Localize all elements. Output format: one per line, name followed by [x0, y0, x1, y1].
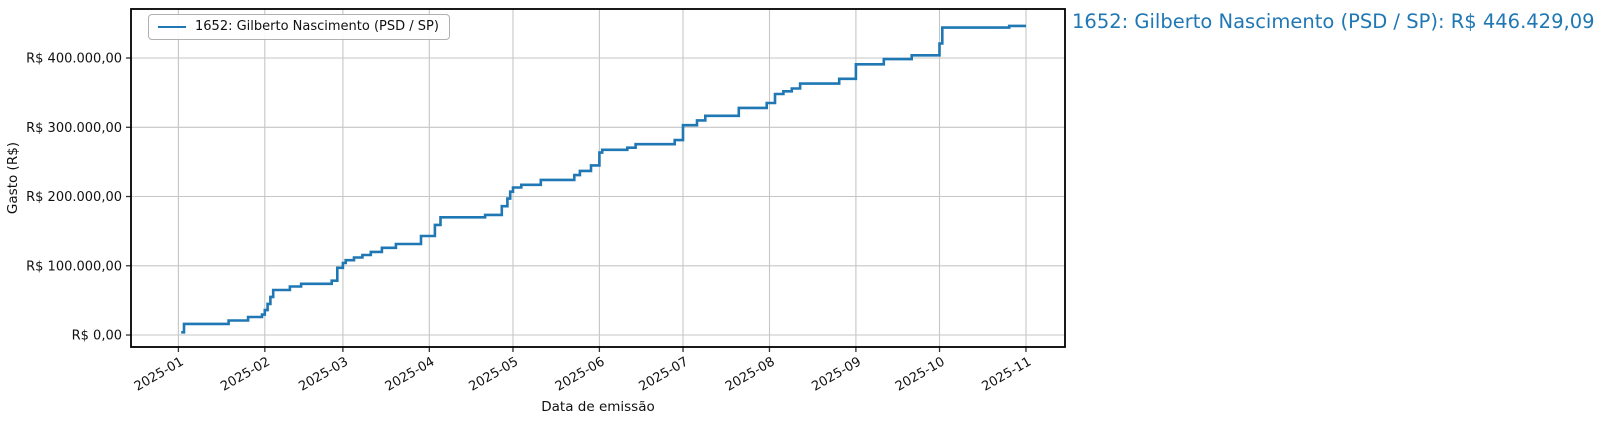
x-tick-label: 2025-01 [132, 354, 187, 394]
x-tick-label: 2025-06 [553, 354, 608, 394]
x-tick-label: 2025-10 [893, 354, 948, 394]
y-tick-label: R$ 300.000,00 [26, 121, 122, 136]
x-tick-label: 2025-09 [809, 354, 864, 394]
x-tick-label: 2025-04 [383, 354, 438, 394]
x-tick-label: 2025-02 [218, 354, 273, 394]
y-tick-label: R$ 400.000,00 [26, 52, 122, 67]
x-axis-label: Data de emissão [541, 399, 655, 415]
x-tick-label: 2025-05 [466, 354, 521, 394]
x-tick-label: 2025-03 [296, 354, 351, 394]
deputy-total-label: 1652: Gilberto Nascimento (PSD / SP): R$… [1072, 10, 1595, 33]
y-tick-label: R$ 100.000,00 [26, 259, 122, 274]
axes-frame [130, 8, 1066, 348]
y-tick-label: R$ 0,00 [72, 329, 122, 344]
chart-legend: 1652: Gilberto Nascimento (PSD / SP) [148, 14, 450, 40]
x-tick-label: 2025-07 [636, 354, 691, 394]
series-line [181, 24, 1026, 334]
x-tick-label: 2025-08 [723, 354, 778, 394]
y-tick-label: R$ 200.000,00 [26, 190, 122, 205]
x-tick-label: 2025-11 [979, 354, 1034, 394]
y-axis-label: Gasto (R$) [5, 142, 21, 214]
legend-line-swatch [158, 25, 186, 28]
legend-label: 1652: Gilberto Nascimento (PSD / SP) [195, 19, 439, 34]
